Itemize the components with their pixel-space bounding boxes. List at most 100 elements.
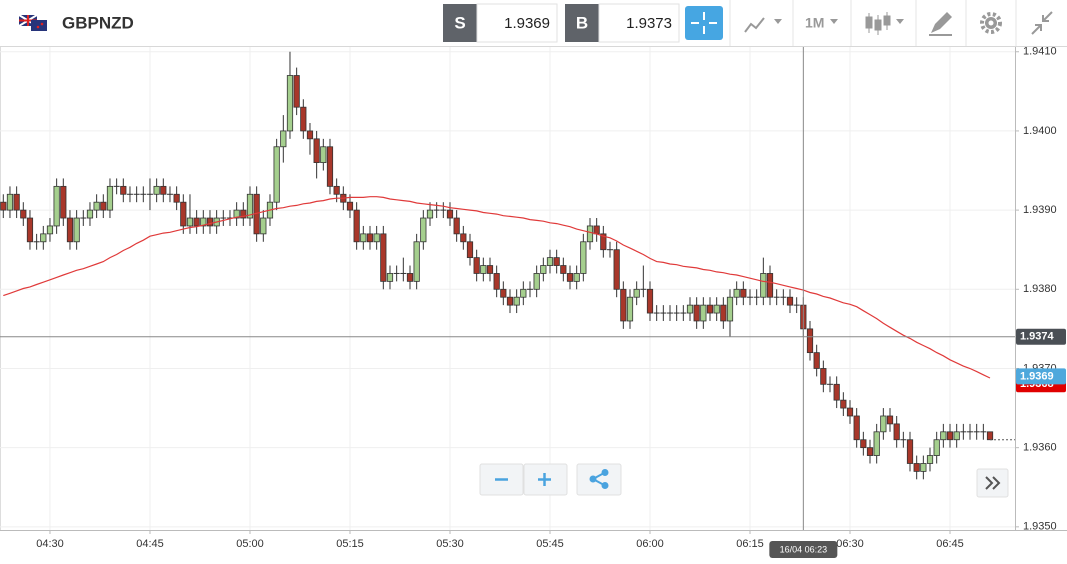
- candle-body: [346, 201, 354, 211]
- candle-body: [93, 201, 100, 211]
- candle-body: [573, 273, 580, 282]
- candle-body: [886, 415, 894, 425]
- candle-body: [320, 146, 327, 164]
- candle-body: [280, 130, 287, 148]
- candle-body: [306, 130, 314, 140]
- candle-body: [366, 233, 374, 243]
- candle-body: [593, 225, 600, 235]
- candle-body: [180, 201, 187, 227]
- candle-body: [240, 209, 247, 219]
- candle-body: [453, 217, 460, 235]
- candle-body: [580, 241, 587, 274]
- candle-body: [820, 368, 827, 385]
- candle-body: [413, 241, 420, 282]
- candle-body: [40, 233, 47, 243]
- sell-label: S: [454, 13, 465, 32]
- crosshair-button[interactable]: [685, 6, 723, 40]
- candle-body: [853, 415, 860, 441]
- candle-body: [633, 288, 640, 298]
- settings-button[interactable]: [980, 12, 1002, 34]
- candle-body: [173, 193, 180, 203]
- buy-button[interactable]: [565, 4, 599, 42]
- candle-body: [846, 407, 854, 417]
- candle-body: [806, 328, 814, 354]
- candle-body: [693, 304, 700, 322]
- candle-body: [480, 265, 487, 274]
- y-tick-label: 1.9350: [1023, 521, 1057, 533]
- candle-body: [406, 273, 414, 282]
- candle-type-button[interactable]: [865, 12, 904, 35]
- candle-body: [700, 304, 707, 322]
- x-tick-label: 05:15: [336, 538, 364, 550]
- candle-body: [466, 241, 474, 259]
- candle-body: [260, 217, 267, 235]
- candle-body: [620, 288, 627, 322]
- crosshair-time: 16/04 06:23: [780, 544, 828, 554]
- candle-body: [533, 273, 540, 290]
- candle-body: [426, 209, 434, 219]
- x-tick-label: 04:30: [36, 538, 64, 550]
- candle-body: [600, 233, 607, 251]
- candle-body: [206, 217, 214, 227]
- x-tick-label: 06:15: [736, 538, 764, 550]
- candle-body: [446, 209, 454, 219]
- candle-body: [6, 193, 14, 211]
- draw-tool-button[interactable]: [929, 12, 952, 36]
- x-tick-label: 05:00: [236, 538, 264, 550]
- scroll-right-button[interactable]: [976, 468, 1009, 498]
- candle-body: [933, 439, 940, 456]
- candle-body: [0, 201, 7, 211]
- candle-body: [233, 209, 240, 219]
- candle-body: [193, 217, 200, 227]
- symbol: GBPNZD: [62, 13, 134, 32]
- candle-body: [100, 201, 107, 211]
- buy-label: B: [576, 13, 588, 32]
- candle-body: [300, 106, 307, 132]
- candle-body: [920, 463, 927, 472]
- candle-body: [946, 431, 954, 441]
- candle-body: [706, 304, 714, 314]
- candle-body: [200, 217, 207, 227]
- plot: [0, 51, 1015, 480]
- candle-body: [913, 463, 920, 472]
- candle-body: [373, 233, 380, 243]
- candle-body: [353, 209, 360, 243]
- candle-body: [560, 265, 567, 274]
- candle-body: [513, 296, 520, 306]
- candle-body: [713, 304, 720, 314]
- candle-body: [926, 455, 934, 464]
- candle-body: [813, 352, 820, 369]
- x-tick-label: 04:45: [136, 538, 164, 550]
- candle-body: [500, 288, 507, 298]
- chart-type-button[interactable]: [744, 17, 782, 33]
- zoom-in-button[interactable]: [523, 463, 568, 496]
- price-badge: [1016, 368, 1066, 385]
- x-tick-label: 06:30: [836, 538, 864, 550]
- candle-body: [860, 439, 867, 449]
- zoom-out-button[interactable]: [479, 463, 524, 496]
- candle-body: [986, 431, 994, 441]
- candle-body: [106, 185, 114, 211]
- candle-body: [786, 296, 794, 306]
- candle-body: [893, 423, 900, 441]
- candle-body: [286, 75, 294, 132]
- candle-body: [73, 217, 80, 243]
- buy-price-box[interactable]: [598, 3, 680, 43]
- flag-icon: [18, 14, 47, 31]
- candle-body: [386, 273, 394, 282]
- collapse-button[interactable]: [1031, 11, 1053, 35]
- candle-body: [586, 225, 594, 243]
- y-tick-label: 1.9390: [1023, 204, 1057, 216]
- candle-body: [293, 75, 300, 108]
- candle-body: [720, 304, 727, 322]
- candle-body: [546, 257, 554, 266]
- candle-body: [120, 185, 127, 195]
- price-badge-label: 1.9369: [1020, 370, 1054, 382]
- share-button[interactable]: [576, 463, 622, 496]
- timeframe[interactable]: 1M: [805, 15, 824, 31]
- candle-body: [473, 257, 480, 274]
- sell-price-box[interactable]: [476, 3, 558, 43]
- sell-button[interactable]: [443, 4, 477, 42]
- candle-body: [60, 185, 67, 219]
- candle-body: [506, 296, 514, 306]
